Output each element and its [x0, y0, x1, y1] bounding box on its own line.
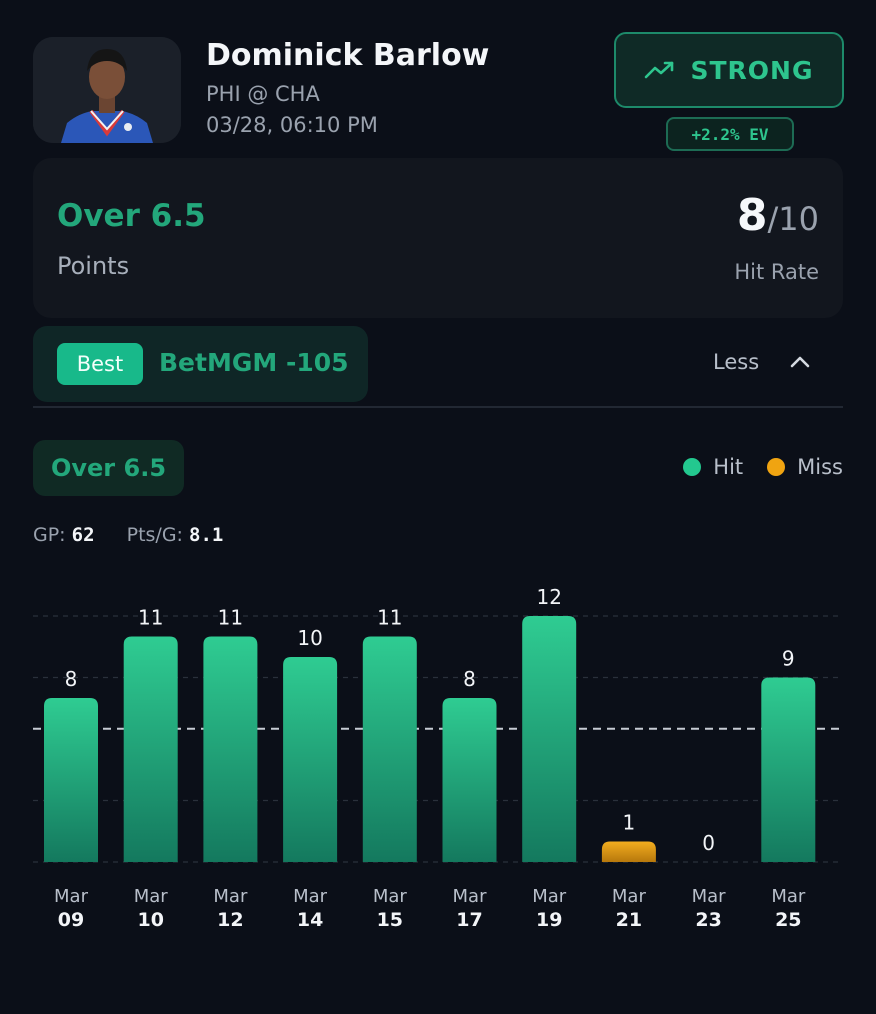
ppg-value: 8.1 — [189, 524, 224, 546]
data-label: 12 — [536, 585, 561, 609]
bar-09[interactable] — [44, 698, 98, 862]
x-tick-day: 21 — [616, 909, 642, 931]
strength-label: STRONG — [690, 55, 814, 85]
bar-14[interactable] — [283, 657, 338, 862]
data-label: 0 — [702, 831, 715, 855]
less-label: Less — [713, 350, 760, 374]
gp-value: 62 — [71, 524, 95, 546]
x-tick-month: Mar — [692, 886, 727, 907]
prop-stat: Points — [57, 252, 130, 280]
prop-line: Over 6.5 — [57, 198, 206, 234]
x-tick-month: Mar — [612, 886, 647, 907]
x-tick-month: Mar — [134, 886, 169, 907]
data-label: 1 — [623, 811, 636, 835]
x-tick-day: 10 — [137, 909, 163, 931]
strength-rating-button[interactable]: STRONG — [614, 32, 844, 108]
x-tick-day: 19 — [536, 909, 562, 931]
x-tick-month: Mar — [771, 886, 806, 907]
gp-label: GP: — [33, 524, 66, 546]
bar-21[interactable] — [601, 841, 656, 863]
x-tick-month: Mar — [453, 886, 488, 907]
x-tick-day: 25 — [775, 909, 801, 931]
chart-line-tag[interactable]: Over 6.5 — [33, 440, 184, 496]
x-tick-day: 09 — [58, 909, 84, 931]
data-label: 10 — [297, 626, 322, 650]
chart-bars: 8Mar0911Mar1011Mar1210Mar1411Mar158Mar17… — [44, 585, 816, 931]
data-label: 9 — [782, 647, 795, 671]
game-log-chart: 8Mar0911Mar1011Mar1210Mar1411Mar158Mar17… — [33, 585, 843, 931]
ppg-label: Pts/G: — [126, 524, 183, 546]
player-name: Dominick Barlow — [206, 38, 490, 73]
hit-count-numerator: 8 — [736, 190, 768, 241]
x-tick-day: 23 — [695, 909, 721, 931]
best-badge: Best — [57, 343, 143, 385]
less-toggle[interactable]: Less — [713, 350, 811, 374]
best-book-pill[interactable]: Best BetMGM -105 — [33, 326, 368, 402]
x-tick-month: Mar — [293, 886, 328, 907]
player-photo — [33, 37, 181, 143]
x-tick-month: Mar — [532, 886, 567, 907]
data-label: 11 — [138, 606, 163, 630]
bar-19[interactable] — [522, 616, 577, 862]
bar-15[interactable] — [362, 636, 417, 863]
matchup: PHI @ CHA — [206, 82, 320, 106]
data-label: 8 — [463, 667, 476, 691]
bar-17[interactable] — [442, 698, 497, 862]
section-divider — [33, 406, 843, 408]
prop-card: Over 6.5 Points 8/10 Hit Rate — [33, 158, 843, 318]
bar-10[interactable] — [123, 636, 178, 863]
legend-miss-dot — [767, 458, 786, 476]
chevron-up-icon — [790, 356, 810, 368]
x-tick-day: 17 — [456, 909, 482, 931]
legend-miss-label: Miss — [797, 455, 843, 479]
legend-hit-dot — [683, 458, 702, 476]
hit-rate-label: Hit Rate — [734, 260, 819, 284]
hit-count-denominator: /10 — [767, 200, 820, 238]
x-tick-month: Mar — [213, 886, 248, 907]
ev-badge: +2.2% EV — [666, 117, 794, 151]
x-tick-day: 14 — [297, 909, 323, 931]
x-tick-month: Mar — [54, 886, 89, 907]
data-label: 11 — [377, 606, 402, 630]
trending-up-icon — [645, 61, 674, 79]
season-stats: GP: 62 Pts/G: 8.1 — [33, 524, 223, 546]
data-label: 8 — [65, 667, 78, 691]
data-label: 11 — [218, 606, 243, 630]
x-tick-month: Mar — [373, 886, 408, 907]
book-line: BetMGM -105 — [159, 348, 349, 377]
game-datetime: 03/28, 06:10 PM — [206, 113, 378, 137]
hit-count: 8/10 — [737, 190, 819, 241]
x-tick-day: 15 — [377, 909, 403, 931]
chart-legend: Hit Miss — [683, 455, 843, 479]
x-tick-day: 12 — [217, 909, 243, 931]
legend-hit-label: Hit — [713, 455, 744, 479]
bar-25[interactable] — [761, 677, 816, 863]
player-avatar — [33, 37, 181, 143]
bar-12[interactable] — [203, 636, 258, 863]
